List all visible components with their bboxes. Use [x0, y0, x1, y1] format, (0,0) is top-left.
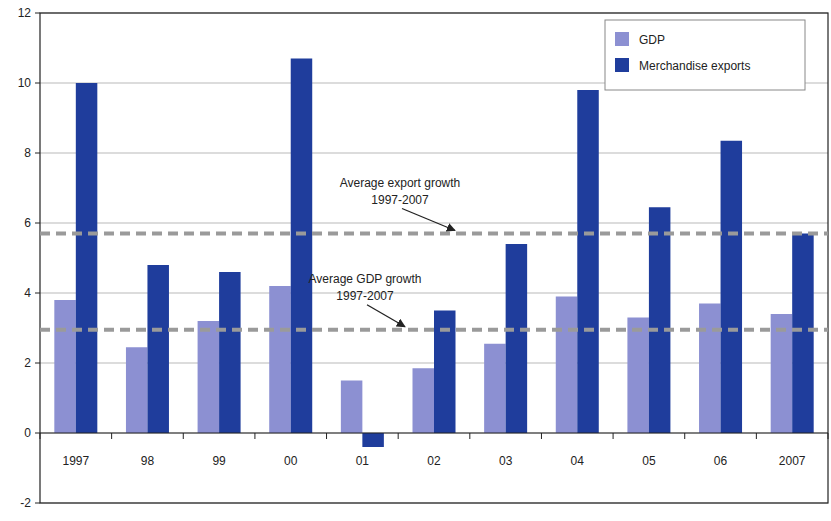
bar: [577, 90, 599, 433]
annotation-arrow: [367, 305, 405, 327]
y-tick: [35, 83, 40, 84]
annotation-text: 1997-2007: [336, 289, 394, 303]
legend-swatch: [615, 58, 629, 72]
legend-label: GDP: [639, 33, 665, 47]
x-tick: [183, 433, 184, 439]
bar: [649, 207, 671, 433]
annotation-text: Average GDP growth: [309, 272, 422, 286]
bar: [198, 321, 220, 433]
bar: [341, 381, 363, 434]
bars: [54, 59, 813, 448]
annotation-text: 1997-2007: [371, 193, 429, 207]
x-tick: [684, 433, 685, 439]
legend-box: [605, 20, 805, 90]
bar: [269, 286, 291, 433]
bar: [54, 300, 75, 433]
bar: [721, 141, 743, 433]
x-tick: [613, 433, 614, 439]
x-tick-label: 00: [284, 454, 298, 468]
x-axis: [40, 433, 828, 434]
bar: [362, 433, 384, 447]
x-tick-label: 99: [212, 454, 226, 468]
bar: [556, 297, 578, 434]
y-tick-label: 10: [18, 76, 32, 90]
x-tick: [541, 433, 542, 439]
x-tick-label: 2007: [779, 454, 806, 468]
annotation-arrow: [402, 209, 455, 231]
bar: [484, 344, 506, 433]
x-tick: [254, 433, 255, 439]
bar: [76, 83, 98, 433]
y-tick: [35, 13, 40, 14]
y-tick-label: 4: [24, 286, 31, 300]
y-tick: [35, 223, 40, 224]
bar: [506, 244, 528, 433]
grid-line: [40, 153, 828, 154]
grid-line: [40, 223, 828, 224]
x-tick: [326, 433, 327, 439]
x-tick: [398, 433, 399, 439]
bar: [699, 304, 721, 434]
x-tick: [469, 433, 470, 439]
bar: [147, 265, 169, 433]
legend-swatch: [615, 32, 629, 46]
legend-label: Merchandise exports: [639, 59, 750, 73]
y-tick: [35, 503, 40, 504]
x-tick-label: 98: [141, 454, 155, 468]
y-tick-label: 2: [24, 356, 31, 370]
bar: [627, 318, 649, 434]
x-tick: [756, 433, 757, 439]
x-tick-label: 02: [427, 454, 441, 468]
y-tick-label: 0: [24, 426, 31, 440]
x-tick-label: 05: [642, 454, 656, 468]
average-line: [40, 232, 828, 236]
y-tick-label: 12: [18, 6, 32, 20]
y-tick: [35, 433, 40, 434]
average-line: [40, 328, 828, 332]
y-tick-label: -2: [20, 496, 31, 510]
x-tick: [111, 433, 112, 439]
bar: [126, 347, 148, 433]
x-tick-label: 06: [714, 454, 728, 468]
grid-line: [40, 433, 828, 434]
bar: [792, 234, 814, 434]
bar: [413, 368, 435, 433]
bar: [219, 272, 241, 433]
plot-frame: [40, 13, 828, 503]
x-tick-label: 03: [499, 454, 513, 468]
bar: [771, 314, 793, 433]
x-tick-label: 01: [356, 454, 370, 468]
y-tick: [35, 363, 40, 364]
y-tick-label: 6: [24, 216, 31, 230]
y-tick: [35, 153, 40, 154]
chart: -202468101219979899000102030405062007Ave…: [0, 0, 831, 521]
x-tick: [828, 433, 829, 439]
x-tick-label: 04: [571, 454, 585, 468]
x-tick: [40, 433, 41, 439]
annotation-text: Average export growth: [340, 176, 461, 190]
y-tick: [35, 293, 40, 294]
x-tick-label: 1997: [62, 454, 89, 468]
bar: [291, 59, 313, 434]
y-tick-label: 8: [24, 146, 31, 160]
